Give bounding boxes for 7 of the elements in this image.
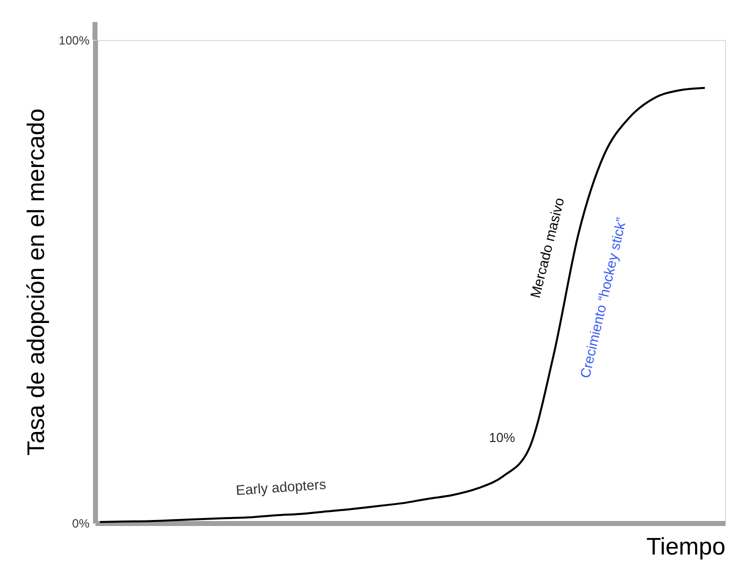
annotation: 10%: [488, 430, 516, 445]
annotation: Early adopters: [235, 476, 327, 498]
y-tick-label: 0%: [72, 516, 90, 530]
y-tick-label: 100%: [58, 34, 90, 48]
y-axis-title: Tasa de adopción en el mercado: [22, 108, 50, 456]
x-axis-title: Tiempo: [646, 534, 726, 560]
annotation: Mercado masivo: [526, 196, 568, 300]
